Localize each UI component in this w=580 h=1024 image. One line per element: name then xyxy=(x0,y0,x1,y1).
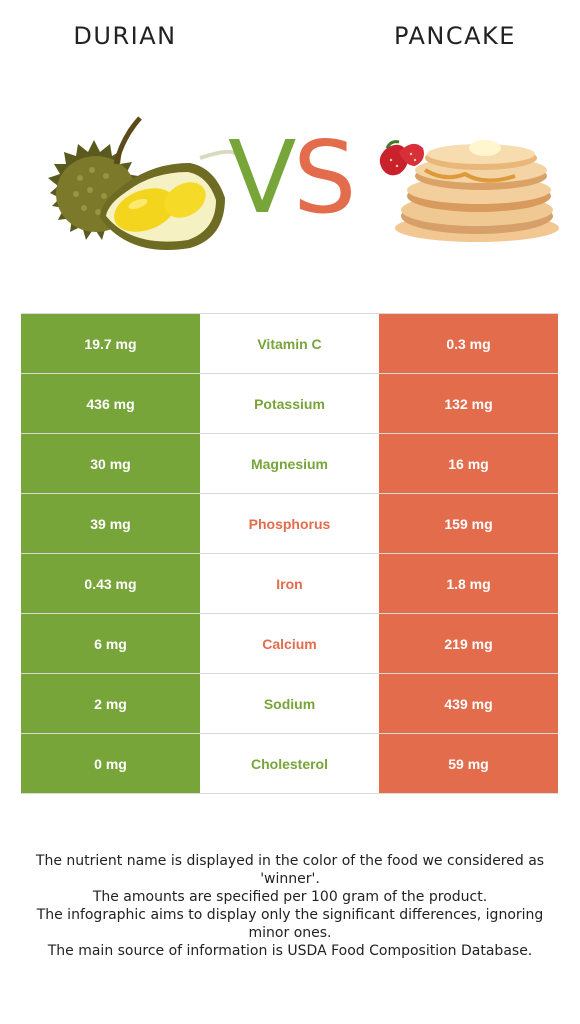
pancake-value: 0.3 mg xyxy=(379,314,558,373)
nutrient-name: Magnesium xyxy=(200,434,379,493)
durian-image xyxy=(48,116,238,250)
footer-notes: The nutrient name is displayed in the co… xyxy=(20,852,560,960)
pancake-value: 439 mg xyxy=(379,674,558,733)
pancake-value: 1.8 mg xyxy=(379,554,558,613)
table-row: 0 mg Cholesterol 59 mg xyxy=(21,734,558,794)
food-title-pancake: PANCAKE xyxy=(394,22,516,50)
table-row: 30 mg Magnesium 16 mg xyxy=(21,434,558,494)
durian-value: 0.43 mg xyxy=(21,554,200,613)
footer-line: The infographic aims to display only the… xyxy=(36,907,544,941)
durian-value: 436 mg xyxy=(21,374,200,433)
table-row: 2 mg Sodium 439 mg xyxy=(21,674,558,734)
table-row: 0.43 mg Iron 1.8 mg xyxy=(21,554,558,614)
table-row: 39 mg Phosphorus 159 mg xyxy=(21,494,558,554)
durian-value: 0 mg xyxy=(21,734,200,793)
nutrient-name: Iron xyxy=(200,554,379,613)
durian-value: 39 mg xyxy=(21,494,200,553)
pancake-value: 16 mg xyxy=(379,434,558,493)
durian-value: 19.7 mg xyxy=(21,314,200,373)
pancake-value: 219 mg xyxy=(379,614,558,673)
nutrient-name: Potassium xyxy=(200,374,379,433)
durian-value: 30 mg xyxy=(21,434,200,493)
vs-letter-v: V xyxy=(228,119,297,236)
durian-value: 6 mg xyxy=(21,614,200,673)
table-row: 436 mg Potassium 132 mg xyxy=(21,374,558,434)
footer-line: The amounts are specified per 100 gram o… xyxy=(92,889,488,905)
footer-line: The nutrient name is displayed in the co… xyxy=(35,853,545,887)
pancake-image xyxy=(379,140,559,242)
durian-value: 2 mg xyxy=(21,674,200,733)
nutrient-name: Cholesterol xyxy=(200,734,379,793)
nutrient-name: Vitamin C xyxy=(200,314,379,373)
pancake-value: 132 mg xyxy=(379,374,558,433)
nutrient-name: Phosphorus xyxy=(200,494,379,553)
table-row: 19.7 mg Vitamin C 0.3 mg xyxy=(21,314,558,374)
vs-letter-s: S xyxy=(293,119,357,236)
food-title-durian: DURIAN xyxy=(73,22,177,50)
table-row: 6 mg Calcium 219 mg xyxy=(21,614,558,674)
pancake-value: 59 mg xyxy=(379,734,558,793)
nutrient-table: 19.7 mg Vitamin C 0.3 mg 436 mg Potassiu… xyxy=(21,313,558,794)
footer-line: The main source of information is USDA F… xyxy=(47,943,533,959)
nutrient-name: Sodium xyxy=(200,674,379,733)
nutrient-name: Calcium xyxy=(200,614,379,673)
pancake-value: 159 mg xyxy=(379,494,558,553)
